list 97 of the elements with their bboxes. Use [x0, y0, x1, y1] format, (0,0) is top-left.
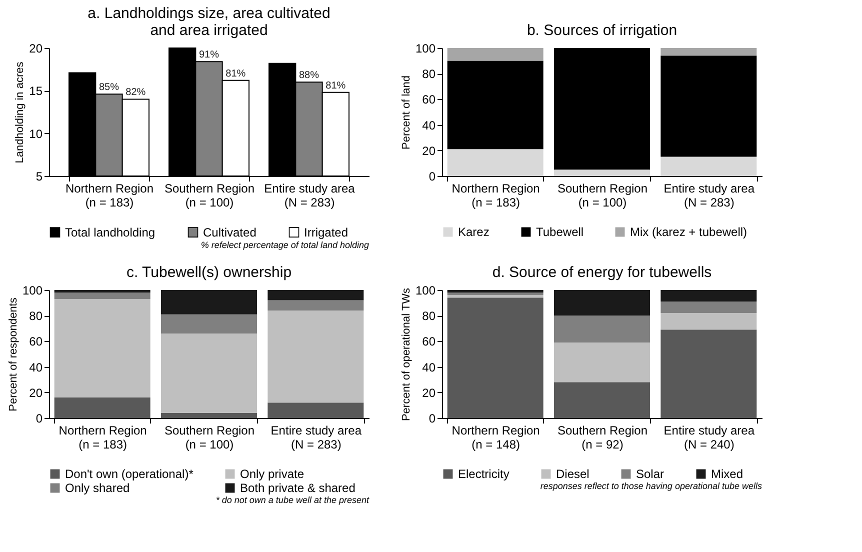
bar	[54, 292, 150, 299]
annotation: 85%	[98, 82, 120, 94]
bar	[554, 170, 650, 176]
legend-label: Tubewell	[536, 225, 584, 239]
y-tick-label: 100	[22, 284, 43, 298]
x-tick-label: Entire study area (N = 283)	[270, 424, 362, 452]
bar	[161, 412, 257, 418]
annotation: 88%	[298, 70, 320, 82]
annotation: 81%	[226, 68, 246, 80]
bar	[54, 290, 150, 293]
y-axis-title: Percent of respondents	[7, 297, 20, 412]
bar	[554, 48, 650, 170]
annotation: 82%	[126, 87, 146, 98]
x-tick-label: Southern Region (n = 92)	[557, 424, 648, 452]
legend-label: Total landholding	[65, 225, 156, 240]
bar	[660, 330, 757, 418]
x-tick-label: Northern Region (n = 183)	[58, 424, 147, 452]
y-tick-label: 5	[36, 170, 43, 184]
legend-label: Electricity	[458, 467, 510, 481]
bar	[660, 156, 757, 176]
bar	[268, 402, 364, 418]
chart-title: c. Tubewell(s) ownership	[126, 264, 292, 281]
y-tick-label: 40	[422, 360, 436, 374]
bar	[447, 48, 544, 61]
x-tick-label: Entire study area (N = 283)	[664, 182, 755, 210]
bar	[447, 290, 544, 293]
legend-label: Both private & shared	[240, 481, 356, 495]
x-tick-label: Southern Region (n = 100)	[557, 182, 648, 210]
bar	[447, 149, 544, 176]
text: responses reflect to those having operational tube wells	[540, 481, 762, 491]
bar	[268, 300, 364, 310]
y-tick-label: 80	[422, 67, 436, 82]
legend-label: Don't own (operational)*	[65, 467, 194, 481]
x-tick-label: Northern Region (n = 183)	[65, 182, 154, 210]
bar	[447, 60, 544, 150]
legend-label: Only shared	[65, 481, 130, 495]
chart-title: d. Source of energy for tubewells	[492, 264, 712, 281]
bar	[660, 290, 757, 302]
y-tick-label: 0	[428, 170, 436, 184]
chart-title: b. Sources of irrigation	[526, 22, 678, 39]
y-tick-label: 40	[422, 118, 436, 132]
bar	[161, 290, 257, 314]
legend-label: Mix (karez + tubewell)	[630, 225, 748, 239]
bar	[447, 292, 544, 296]
bar	[268, 290, 364, 300]
x-tick-label: Southern Region (n = 100)	[164, 424, 255, 452]
x-tick-label: Entire study area (N = 240)	[664, 424, 755, 452]
bar	[447, 295, 544, 298]
y-tick-label: 20	[29, 386, 43, 400]
y-tick-label: 0	[36, 412, 43, 426]
y-tick-label: 10	[29, 126, 43, 141]
y-tick-label: 20	[422, 144, 436, 158]
bar	[554, 382, 650, 418]
annotation: 91%	[198, 50, 220, 61]
y-tick-label: 100	[415, 284, 436, 298]
legend-label: Only private	[240, 467, 304, 481]
y-tick-label: 60	[422, 92, 436, 107]
text: * do not own a tube well at the present	[216, 495, 370, 505]
bar	[554, 342, 650, 382]
y-axis-title: Percent of land	[400, 76, 412, 150]
legend-label: Mixed	[711, 467, 744, 481]
y-axis-title: Landholding in acres	[14, 61, 26, 164]
y-tick-label: 60	[29, 334, 43, 349]
y-tick-label: 20	[29, 42, 43, 56]
x-tick-label: Northern Region (n = 183)	[452, 182, 540, 210]
y-tick-label: 0	[428, 412, 436, 426]
bar	[660, 302, 757, 314]
x-tick-label: Entire study area (N = 283)	[264, 182, 356, 210]
y-tick-label: 40	[29, 360, 43, 374]
x-tick-label: Northern Region (n = 148)	[452, 424, 540, 452]
legend-label: Karez	[458, 225, 490, 239]
legend-label: Diesel	[556, 467, 590, 481]
legend-label: Solar	[636, 467, 664, 481]
bar	[54, 398, 150, 418]
bar	[660, 313, 757, 330]
annotation: 81%	[326, 80, 346, 92]
bar	[447, 298, 544, 418]
y-axis-title: Percent of operational TWs	[400, 287, 412, 422]
bar	[161, 314, 257, 334]
bar	[554, 316, 650, 342]
chart-title: a. Landholdings size, area cultivated and area irrigated	[88, 5, 330, 39]
y-tick-label: 100	[415, 42, 436, 56]
text: % refelect percentage of total land holding	[200, 240, 369, 250]
bar	[54, 298, 150, 398]
bar	[660, 56, 757, 157]
y-tick-label: 20	[422, 386, 436, 400]
bar	[554, 290, 650, 316]
x-tick-label: Southern Region (n = 100)	[164, 182, 255, 210]
bar	[268, 310, 364, 403]
y-tick-label: 80	[422, 309, 436, 324]
legend-label: Cultivated	[203, 225, 256, 240]
legend-label: Irrigated	[304, 225, 348, 240]
y-tick-label: 60	[422, 334, 436, 349]
bar	[660, 48, 757, 56]
y-tick-label: 15	[29, 84, 43, 98]
y-tick-label: 80	[29, 309, 43, 324]
bar	[161, 334, 257, 413]
